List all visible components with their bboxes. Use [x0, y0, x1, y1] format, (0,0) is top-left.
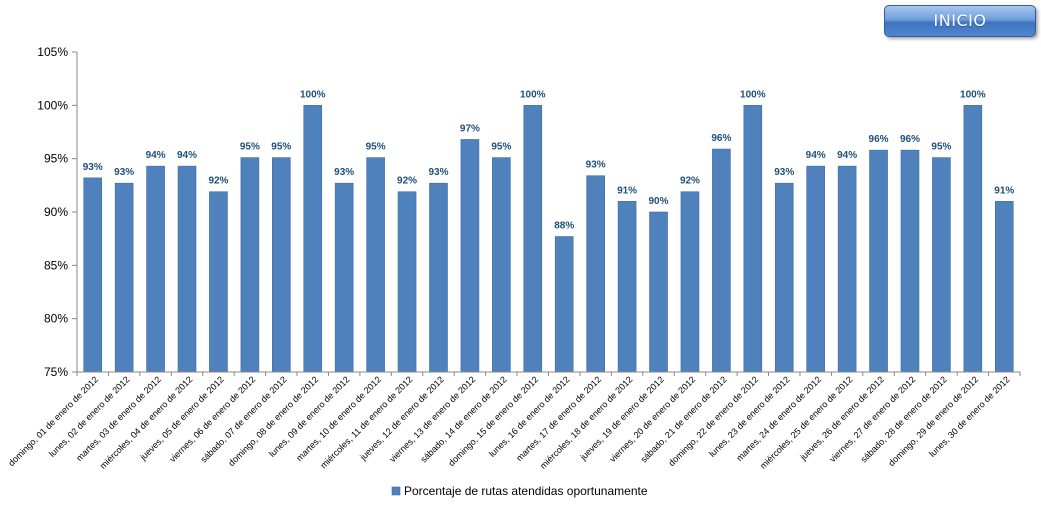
inicio-button[interactable]: INICIO: [884, 5, 1036, 37]
data-label: 96%: [711, 133, 731, 144]
bar: [272, 157, 291, 373]
bar: [869, 149, 888, 373]
y-tick-label: 80%: [44, 312, 68, 326]
data-label: 90%: [649, 196, 669, 207]
y-tick-label: 75%: [44, 365, 68, 379]
bar: [900, 149, 920, 373]
y-tick-label: 95%: [44, 152, 68, 166]
data-label: 93%: [428, 167, 448, 178]
data-label: 94%: [806, 150, 826, 161]
data-label: 95%: [366, 142, 386, 153]
bar: [649, 211, 668, 373]
data-label: 96%: [869, 134, 889, 145]
data-label: 92%: [397, 176, 417, 187]
bar: [460, 139, 480, 373]
data-label: 92%: [680, 176, 700, 187]
data-label: 94%: [146, 150, 166, 161]
data-label: 94%: [177, 150, 197, 161]
data-label: 95%: [240, 142, 260, 153]
bar: [209, 191, 228, 373]
bar: [837, 165, 857, 373]
bar: [994, 201, 1014, 373]
data-label: 93%: [586, 160, 606, 171]
bar: [429, 182, 448, 373]
data-label: 93%: [114, 167, 134, 178]
bar: [397, 191, 417, 373]
data-label: 100%: [740, 89, 766, 100]
data-label: 100%: [960, 89, 986, 100]
data-label: 91%: [617, 185, 637, 196]
bars: [83, 105, 1014, 373]
data-label: 97%: [460, 123, 480, 134]
bar: [806, 165, 825, 373]
bar: [712, 148, 731, 373]
bar: [366, 157, 385, 373]
data-label: 93%: [83, 162, 103, 173]
bar: [680, 191, 700, 373]
legend-label: Porcentaje de rutas atendidas oportuname…: [404, 484, 648, 498]
bar: [334, 182, 354, 373]
bar: [554, 236, 574, 373]
data-label: 95%: [931, 142, 951, 153]
bar: [114, 182, 134, 373]
y-axis: 75% 80% 85% 90% 95% 100% 105%: [37, 45, 78, 379]
bar: [617, 201, 637, 373]
legend-swatch: [391, 486, 401, 496]
y-tick-label: 90%: [44, 205, 68, 219]
bar: [83, 177, 103, 373]
data-label: 94%: [837, 150, 857, 161]
data-label: 88%: [554, 221, 574, 232]
data-label: 96%: [900, 134, 920, 145]
data-label: 92%: [208, 176, 228, 187]
bar: [177, 165, 197, 373]
bar: [774, 182, 794, 373]
data-label: 93%: [774, 167, 794, 178]
data-label: 93%: [334, 167, 354, 178]
bar: [586, 175, 605, 373]
data-label: 100%: [520, 89, 546, 100]
bar: [303, 105, 323, 373]
data-label: 95%: [491, 142, 511, 153]
y-tick-label: 100%: [37, 98, 68, 112]
bar: [932, 157, 951, 373]
data-label: 95%: [271, 142, 291, 153]
bar: [523, 105, 543, 373]
bar: [963, 105, 983, 373]
bar: [146, 165, 165, 373]
data-labels: 93% 93% 94% 94% 92% 95% 95% 100% 93% 95% 92% 93% 97%…: [83, 89, 1015, 231]
bar: [240, 157, 260, 373]
bar: [492, 157, 511, 373]
y-tick-label: 85%: [44, 258, 68, 272]
legend: Porcentaje de rutas atendidas oportuname…: [391, 484, 648, 498]
data-label: 91%: [994, 185, 1014, 196]
bar: [743, 105, 763, 373]
data-label: 100%: [300, 89, 326, 100]
y-tick-label: 105%: [37, 45, 68, 59]
